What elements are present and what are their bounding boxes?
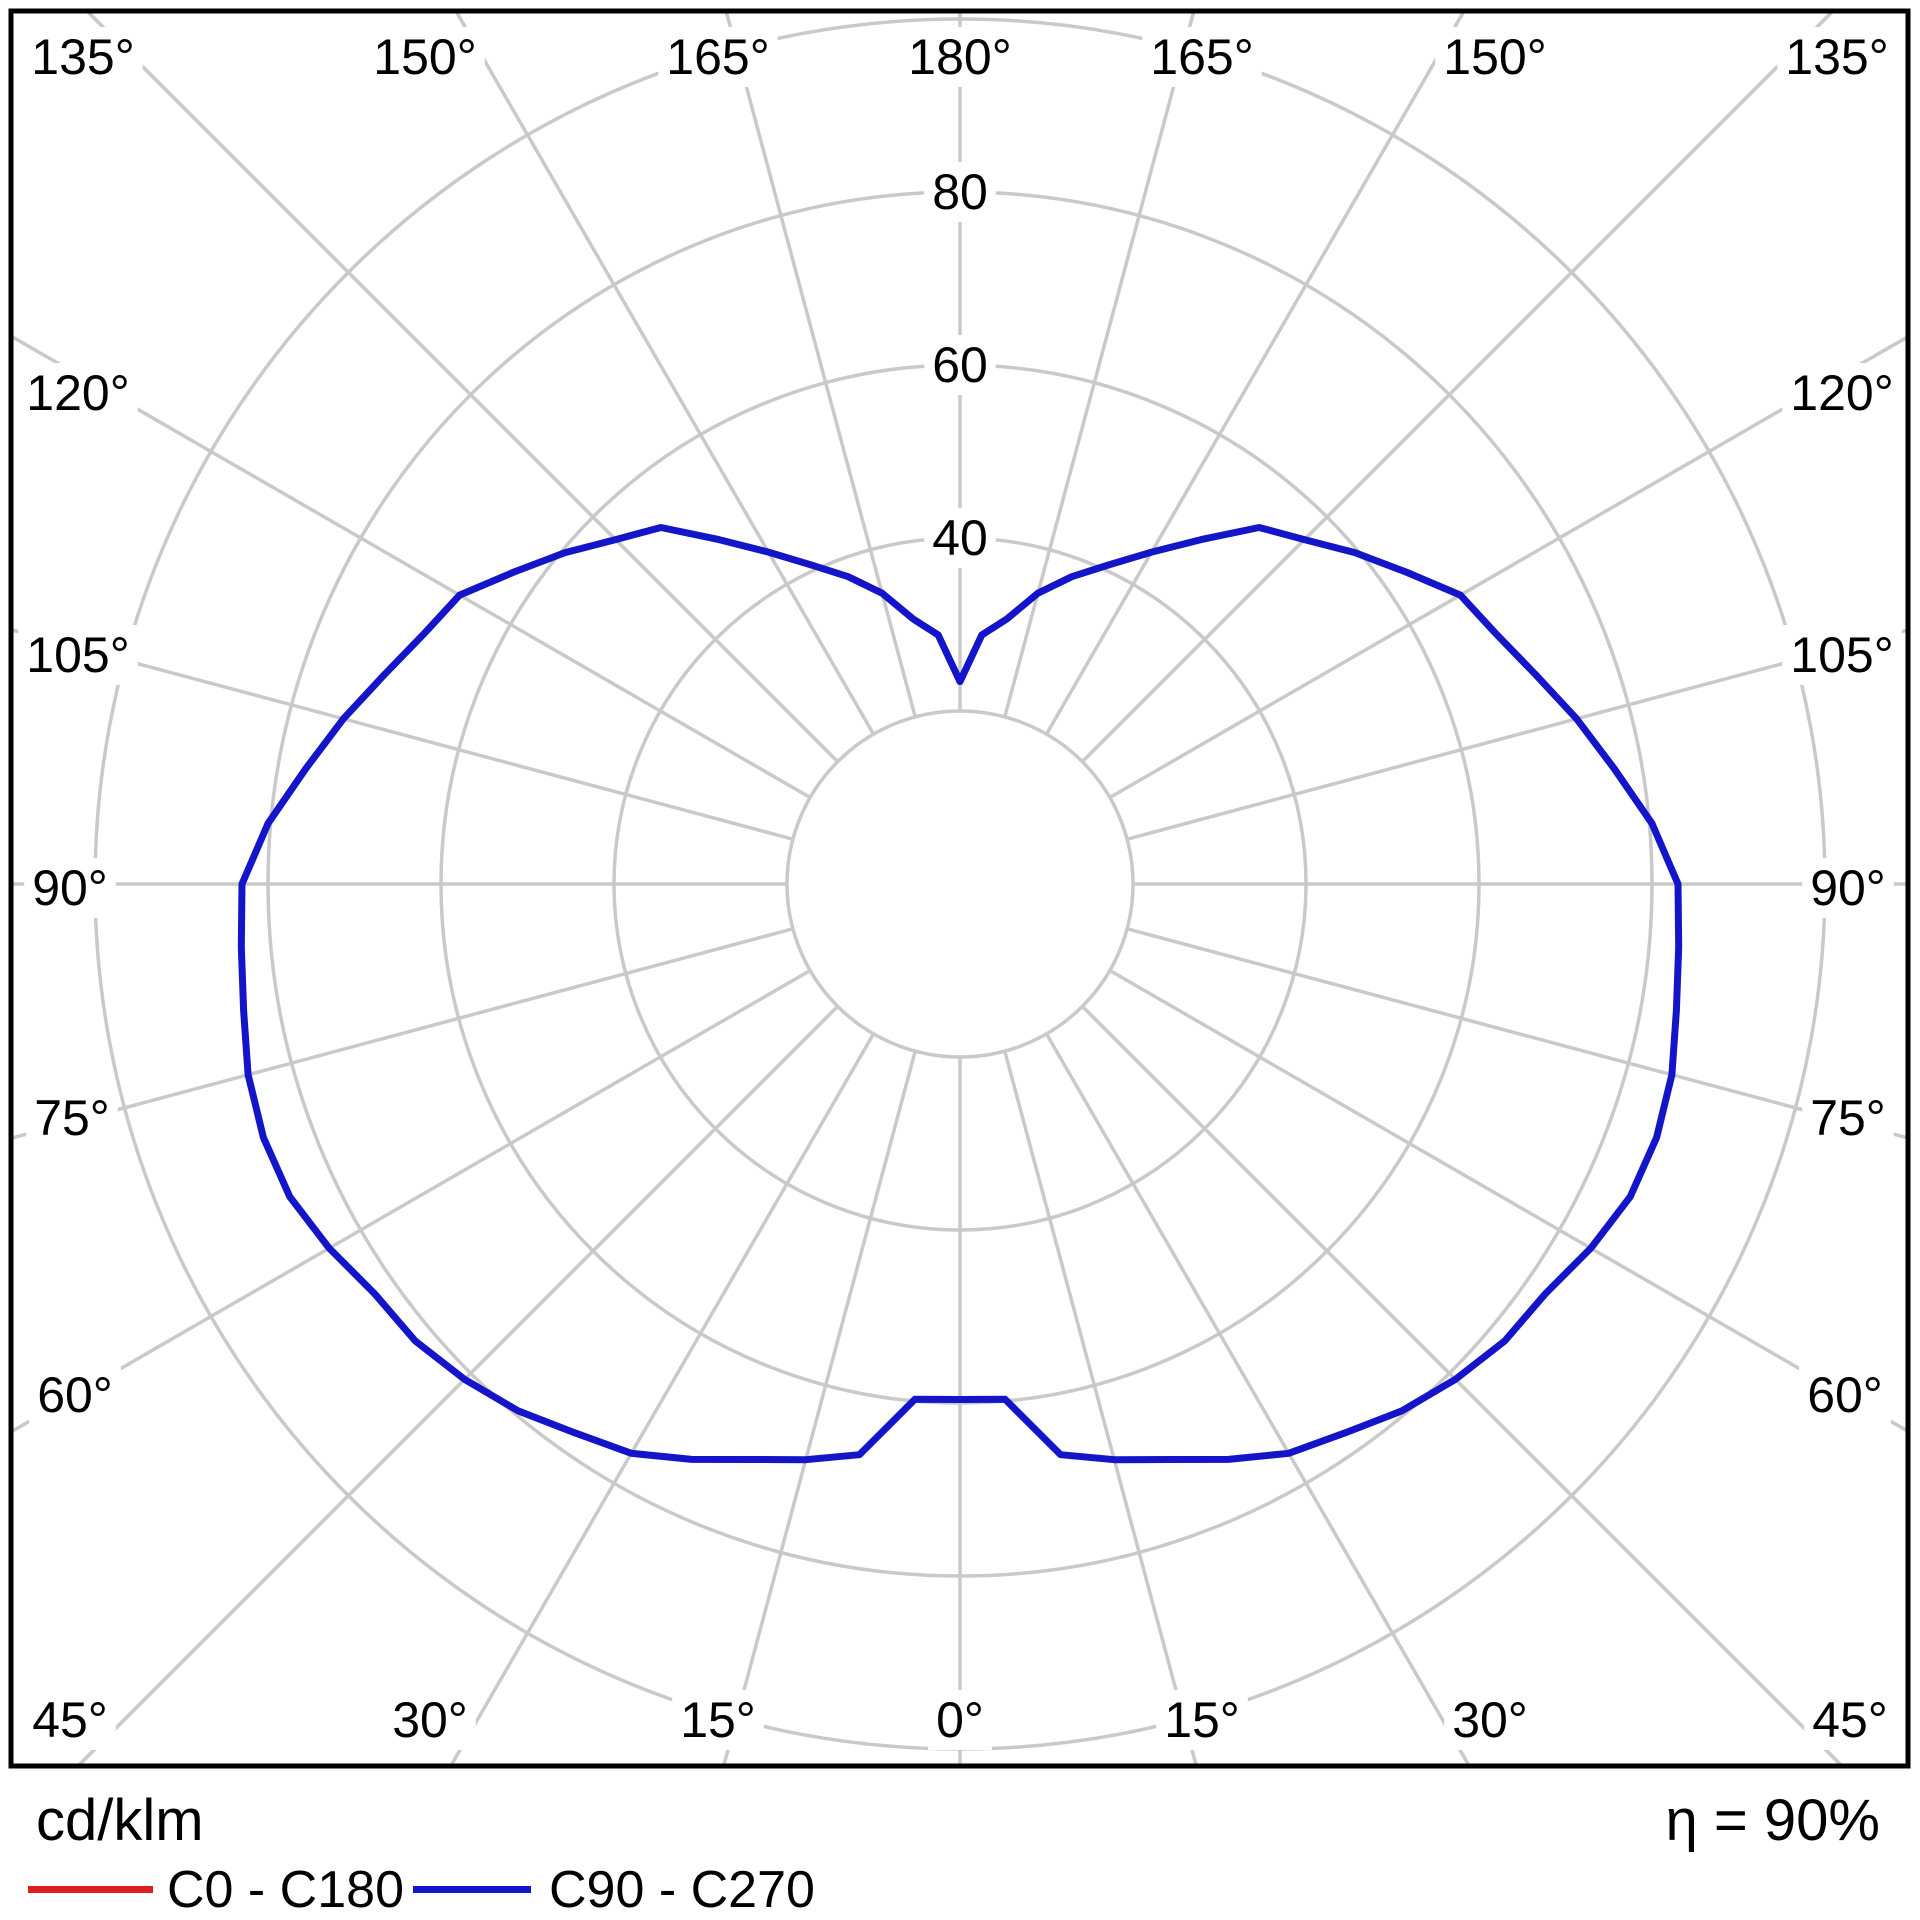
angle-label-bg [18,363,138,423]
angle-label-bg [900,27,1020,87]
angle-label: 165° [1150,29,1253,85]
intensity-curves [237,524,1683,1464]
radial-label: 40 [932,510,988,566]
grid-spoke [1126,628,1909,841]
angle-label-bg [1444,1690,1536,1750]
axis-labels: 135° 150° 165° 180° 165° 150° 135° 120° 120° 105°… [18,27,1902,1750]
grid-spoke [10,334,812,800]
efficiency-label: η = 90% [1665,1788,1880,1853]
grid-spoke [721,1050,917,1767]
angle-label: 150° [373,29,476,85]
angle-label: 165° [666,29,769,85]
angle-label: 15° [680,1692,756,1748]
angle-label-bg [1804,1690,1896,1750]
angle-label-bg [1802,1088,1894,1148]
angle-label: 120° [1790,365,1893,421]
angle-label-bg [24,1690,116,1750]
grid-spoke [454,10,876,736]
grid-spoke [76,1005,839,1768]
angle-label-bg [29,1365,121,1425]
grid-spoke [1044,1032,1471,1767]
angle-label-bg [672,1690,764,1750]
legend-label-c0-c180: C0 - C180 [167,1861,404,1919]
radial-label-bg [924,508,996,568]
angle-label-bg [1777,27,1897,87]
grid-spoke [1081,9,1835,763]
angle-label-bg [23,27,143,87]
plot-border [8,8,1911,1769]
angle-label: 30° [392,1692,468,1748]
legend-swatch-c90-c270 [413,1886,531,1893]
angle-label: 75° [1810,1090,1886,1146]
angle-label: 105° [26,627,129,683]
angle-label: 120° [26,365,129,421]
angle-label-bg [24,858,116,918]
units-label: cd/klm [36,1788,204,1853]
angle-label: 75° [34,1090,110,1146]
angle-label-bg [658,27,778,87]
angle-label: 0° [936,1692,984,1748]
angle-label: 105° [1790,627,1893,683]
c90-c270-curve [237,524,1683,1464]
grid-spoke [1003,10,1196,718]
angle-label-bg [1802,858,1894,918]
radial-label-bg [924,162,996,222]
grid-spoke [1126,927,1909,1140]
grid-spoke [85,9,839,763]
angle-label-bg [1799,1365,1891,1425]
angle-label-bg [1435,27,1555,87]
angle-label: 30° [1452,1692,1528,1748]
polar-grid [10,9,1909,1768]
angle-label: 45° [32,1692,108,1748]
grid-spoke [1108,335,1909,800]
angle-label: 90° [32,860,108,916]
legend-label-c90-c270: C90 - C270 [549,1861,815,1919]
grid-spoke [724,10,917,718]
angle-label: 150° [1443,29,1546,85]
angle-label-bg [384,1690,476,1750]
grid-spoke [1108,968,1909,1433]
angle-label: 15° [1164,1692,1240,1748]
angle-label: 135° [1785,29,1888,85]
angle-label-bg [1782,363,1902,423]
angle-label-bg [1782,625,1902,685]
grid-spoke [10,968,812,1434]
radial-label-bg [924,335,996,395]
grid-spoke [1003,1050,1199,1767]
angle-label: 180° [908,29,1011,85]
angle-label-bg [928,1690,992,1750]
grid-spoke [1044,10,1466,736]
grid-spoke [10,927,794,1140]
radial-label: 60 [932,337,988,393]
angle-label: 135° [31,29,134,85]
grid-circle [785,709,1135,1059]
angle-label-bg [1156,1690,1248,1750]
grid-spoke [1081,1005,1844,1768]
angle-label: 45° [1812,1692,1888,1748]
angle-label-bg [26,1088,118,1148]
angle-label: 90° [1810,860,1886,916]
angle-label: 60° [1807,1367,1883,1423]
angle-label-bg [1142,27,1262,87]
legend-swatch-c0-c180 [28,1886,153,1893]
grid-spoke [449,1032,876,1767]
angle-label-bg [18,625,138,685]
radial-label: 80 [932,164,988,220]
angle-label-bg [365,27,485,87]
grid-spoke [10,628,794,841]
angle-label: 60° [37,1367,113,1423]
